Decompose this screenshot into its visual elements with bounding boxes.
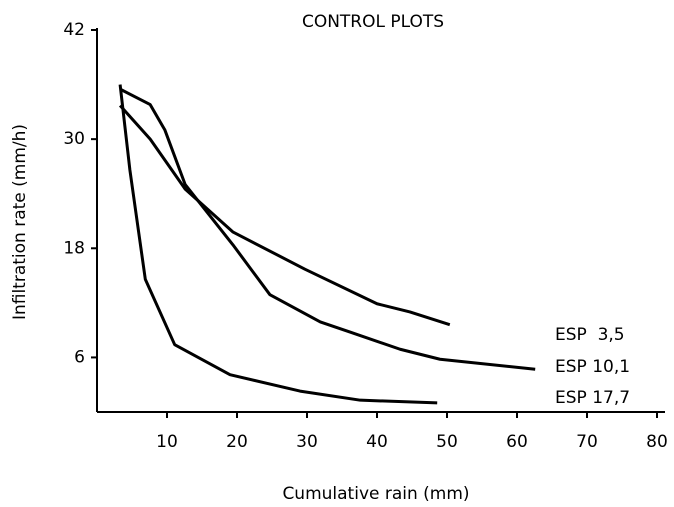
series-line — [119, 87, 536, 371]
series-label: ESP 3,5 — [555, 325, 625, 345]
series-label: ESP 17,7 — [555, 388, 630, 408]
x-tick-label: 20 — [226, 432, 248, 452]
x-tick-label: 80 — [646, 432, 668, 452]
y-tick-label: 6 — [74, 347, 85, 367]
x-axis-label: Cumulative rain (mm) — [282, 484, 469, 504]
y-axis-label: Infiltration rate (mm/h) — [10, 124, 30, 320]
x-tick-label: 50 — [436, 432, 458, 452]
x-tick-label: 60 — [506, 432, 528, 452]
y-tick-label: 18 — [63, 238, 85, 258]
chart-title: CONTROL PLOTS — [302, 12, 444, 32]
series-line — [118, 84, 438, 405]
series-line — [118, 104, 451, 327]
x-tick-label: 10 — [156, 432, 178, 452]
x-tick-label: 30 — [296, 432, 318, 452]
y-tick-label: 30 — [63, 129, 85, 149]
x-tick-label: 70 — [576, 432, 598, 452]
series-label: ESP 10,1 — [555, 357, 630, 377]
x-tick-label: 40 — [366, 432, 388, 452]
y-tick-label: 42 — [63, 20, 85, 40]
